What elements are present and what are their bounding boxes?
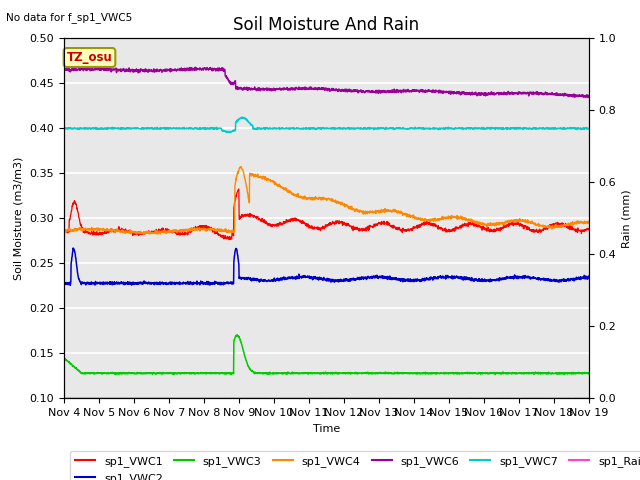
sp1_VWC2 [60, 281, 68, 287]
sp1_VWC6 [570, 91, 578, 97]
sp1_VWC3 [570, 371, 578, 377]
sp1_VWC6 [85, 64, 93, 70]
sp1_VWC7 [570, 125, 578, 131]
sp1_VWC6 [474, 92, 481, 97]
sp1_VWC3 [570, 370, 578, 376]
sp1_Rain [382, 395, 390, 401]
sp1_VWC2 [585, 274, 593, 280]
sp1_VWC3 [265, 372, 273, 377]
sp1_VWC3 [585, 371, 593, 376]
Y-axis label: Soil Moisture (m3/m3): Soil Moisture (m3/m3) [14, 156, 24, 280]
Y-axis label: Rain (mm): Rain (mm) [622, 189, 632, 248]
sp1_VWC7 [585, 126, 593, 132]
sp1_VWC2 [570, 277, 578, 283]
sp1_VWC7 [302, 126, 310, 132]
sp1_VWC4 [585, 219, 593, 225]
sp1_VWC6 [570, 91, 577, 97]
sp1_VWC2 [88, 281, 95, 287]
sp1_VWC1 [474, 224, 481, 230]
sp1_VWC7 [60, 126, 68, 132]
sp1_Rain [316, 395, 323, 401]
sp1_VWC6 [316, 85, 323, 91]
sp1_Rain [301, 395, 309, 401]
Line: sp1_VWC4: sp1_VWC4 [64, 167, 589, 234]
sp1_VWC6 [584, 95, 592, 100]
Line: sp1_VWC2: sp1_VWC2 [64, 248, 589, 286]
sp1_Rain [60, 395, 68, 401]
sp1_VWC7 [87, 126, 95, 132]
Line: sp1_VWC3: sp1_VWC3 [64, 335, 589, 374]
sp1_VWC7 [316, 126, 324, 132]
sp1_VWC4 [316, 195, 324, 201]
sp1_Rain [87, 395, 95, 401]
sp1_VWC2 [570, 278, 578, 284]
sp1_VWC7 [223, 130, 230, 135]
sp1_VWC1 [302, 222, 310, 228]
sp1_Rain [585, 395, 593, 401]
Line: sp1_VWC1: sp1_VWC1 [64, 189, 589, 240]
sp1_Rain [570, 395, 578, 401]
Text: No data for f_sp1_VWC5: No data for f_sp1_VWC5 [6, 12, 132, 23]
sp1_VWC7 [570, 125, 578, 131]
sp1_VWC3 [60, 355, 68, 361]
sp1_VWC4 [474, 221, 481, 227]
sp1_VWC1 [235, 186, 243, 192]
sp1_VWC2 [316, 275, 324, 281]
sp1_VWC1 [60, 228, 68, 234]
sp1_VWC3 [234, 332, 241, 338]
sp1_VWC1 [585, 227, 593, 232]
sp1_VWC6 [585, 93, 593, 98]
Legend: sp1_VWC1, sp1_VWC2, sp1_VWC3, sp1_VWC4, sp1_VWC6, sp1_VWC7, sp1_Rain: sp1_VWC1, sp1_VWC2, sp1_VWC3, sp1_VWC4, … [70, 451, 640, 480]
sp1_VWC4 [237, 164, 244, 169]
sp1_VWC1 [570, 226, 578, 232]
sp1_VWC3 [302, 370, 310, 376]
sp1_VWC2 [302, 274, 310, 279]
sp1_VWC6 [60, 67, 68, 73]
sp1_VWC2 [69, 245, 77, 251]
sp1_VWC2 [67, 283, 74, 288]
sp1_VWC6 [301, 84, 309, 90]
sp1_VWC1 [570, 227, 578, 233]
Line: sp1_VWC7: sp1_VWC7 [64, 117, 589, 132]
sp1_VWC3 [316, 371, 324, 377]
sp1_VWC4 [140, 231, 148, 237]
Title: Soil Moisture And Rain: Soil Moisture And Rain [234, 16, 419, 34]
sp1_VWC4 [570, 220, 578, 226]
sp1_VWC1 [316, 226, 324, 232]
sp1_VWC4 [570, 221, 578, 227]
sp1_VWC1 [225, 237, 233, 242]
sp1_VWC4 [302, 195, 310, 201]
sp1_VWC3 [87, 370, 95, 375]
sp1_VWC4 [87, 227, 95, 233]
Line: sp1_VWC6: sp1_VWC6 [64, 67, 589, 97]
sp1_VWC6 [87, 68, 95, 73]
sp1_VWC4 [60, 229, 68, 235]
sp1_VWC3 [474, 371, 481, 376]
sp1_Rain [474, 395, 481, 401]
sp1_Rain [465, 395, 472, 401]
sp1_Rain [570, 395, 578, 401]
X-axis label: Time: Time [313, 424, 340, 433]
sp1_VWC7 [474, 126, 481, 132]
Text: TZ_osu: TZ_osu [67, 51, 113, 64]
sp1_VWC1 [87, 230, 95, 236]
sp1_VWC2 [474, 278, 481, 284]
sp1_VWC7 [239, 114, 246, 120]
